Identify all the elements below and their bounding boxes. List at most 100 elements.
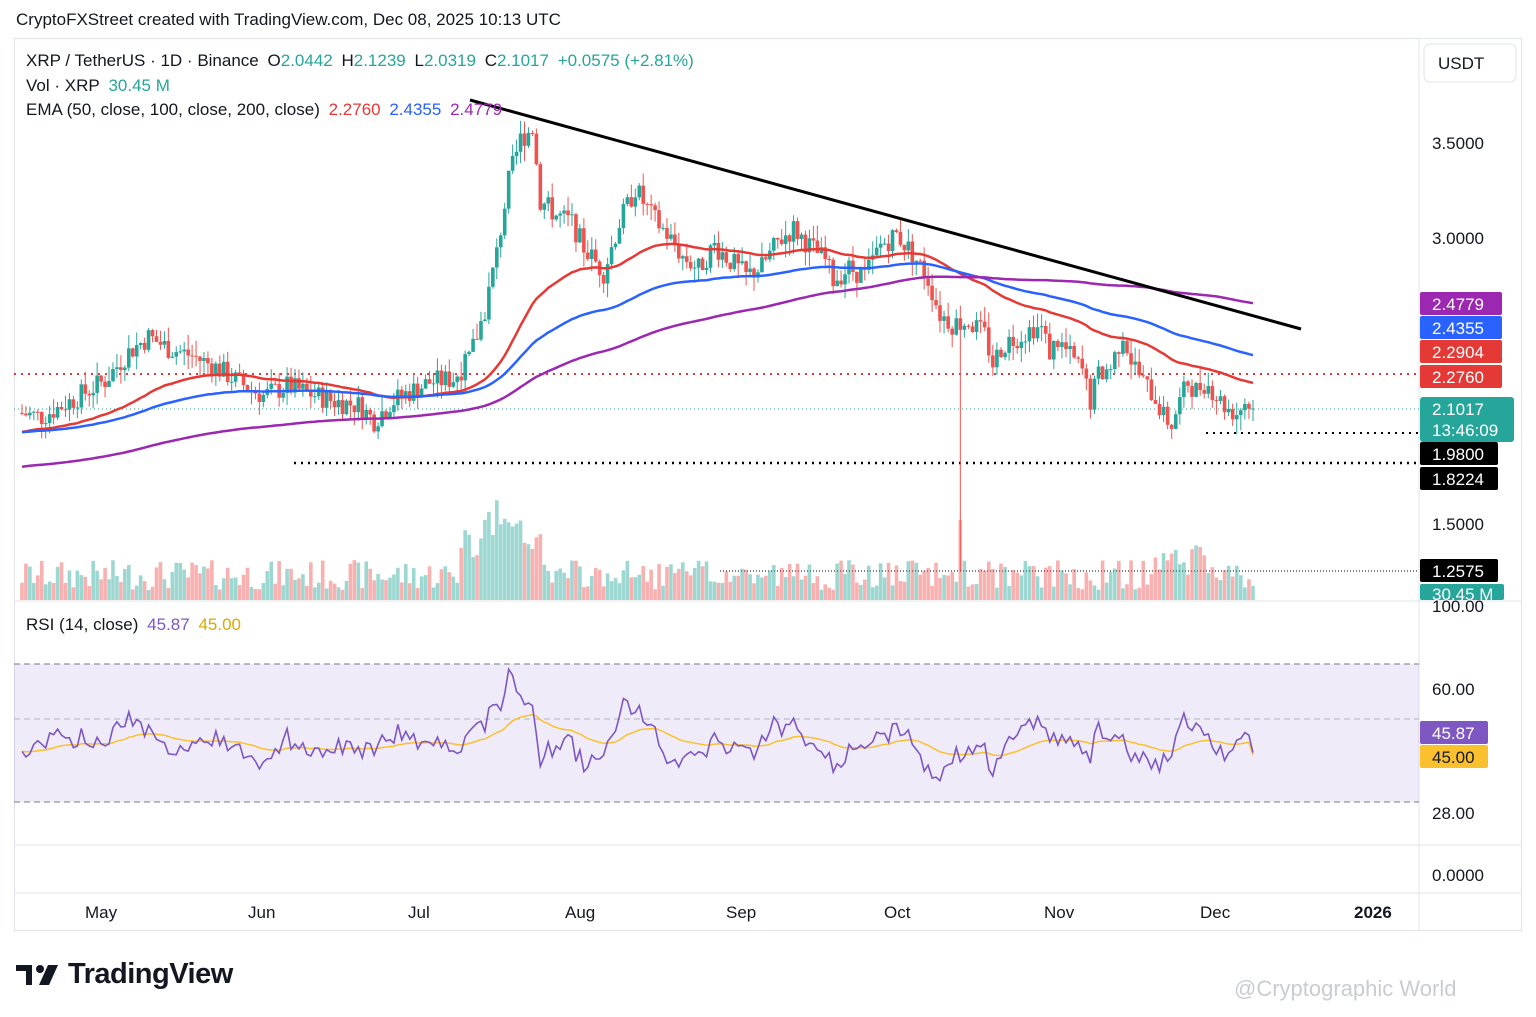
volume-bar (1202, 555, 1207, 600)
svg-text:45.00: 45.00 (1432, 748, 1475, 767)
volume-bar (562, 572, 566, 600)
candle-body (629, 197, 634, 207)
volume-bar (1003, 566, 1007, 600)
candle-body (605, 264, 610, 284)
volume-bar (423, 575, 428, 600)
candle-body (487, 286, 491, 320)
candle-body (1234, 415, 1239, 420)
candle-body (982, 321, 987, 328)
volume-bar (613, 578, 618, 600)
candle-body (210, 363, 214, 376)
volume-bar (229, 578, 234, 600)
candle-body (653, 205, 657, 211)
volume-bar (174, 562, 179, 600)
volume-bar (1047, 566, 1052, 600)
volume-bar (882, 577, 887, 600)
volume-bar (35, 575, 40, 600)
candles (20, 120, 1255, 571)
candle-body (522, 133, 527, 146)
volume-bars (20, 500, 1255, 600)
volume-bar (831, 589, 835, 600)
open-value: 2.0442 (280, 51, 333, 70)
volume-bar (855, 582, 859, 600)
candle-body (1092, 378, 1097, 410)
volume-bar (289, 568, 293, 600)
candle-body (1157, 403, 1162, 416)
candle-body (273, 383, 278, 385)
low-label: L (414, 51, 424, 70)
volume-bar (138, 575, 143, 600)
volume-bar (866, 565, 871, 600)
ema-legend[interactable]: EMA (50, close, 100, close, 200, close) … (26, 100, 506, 120)
volume-bar (510, 526, 515, 600)
candle-body (43, 423, 48, 425)
rsi-legend[interactable]: RSI (14, close) 45.87 45.00 (26, 615, 245, 635)
chart-header: CryptoFXStreet created with TradingView.… (16, 10, 561, 29)
candle-body (364, 409, 369, 420)
currency-box[interactable] (1423, 43, 1517, 83)
volume-bar (79, 575, 84, 600)
volume-bar (724, 571, 729, 600)
volume-bar (799, 579, 804, 600)
candle-body (764, 257, 768, 260)
volume-bar (380, 579, 384, 600)
candle-body (760, 257, 764, 273)
volume-bar (249, 586, 254, 600)
volume-bar (431, 587, 436, 600)
volume-legend[interactable]: Vol · XRP 30.45 M (26, 76, 174, 96)
candle-body (526, 132, 531, 146)
candle-body (51, 414, 56, 418)
volume-bar (83, 576, 88, 600)
candle-body (787, 235, 792, 242)
svg-text:13:46:09: 13:46:09 (1432, 421, 1498, 440)
candle-body (930, 285, 934, 301)
candle-body (1178, 397, 1182, 415)
candle-body (459, 376, 463, 381)
candle-body (1015, 345, 1020, 349)
candle-body (1011, 336, 1015, 346)
candle-body (502, 208, 507, 236)
volume-bar (24, 563, 28, 600)
candle-body (1243, 403, 1247, 411)
candle-body (843, 274, 847, 285)
candle-body (752, 268, 756, 278)
volume-bar (384, 580, 388, 600)
candle-body (1206, 386, 1211, 394)
candle-body (138, 343, 143, 346)
volume-bar (775, 585, 780, 600)
tradingview-logo[interactable]: TradingView (16, 958, 233, 991)
candle-body (1035, 327, 1040, 339)
volume-bar (1104, 582, 1109, 600)
svg-text:2.4355: 2.4355 (1432, 319, 1484, 338)
candle-body (886, 243, 891, 252)
candle-body (229, 381, 234, 383)
close-value: 2.1017 (496, 51, 549, 70)
chart-panel[interactable] (14, 38, 1522, 931)
volume-bar (1157, 569, 1162, 600)
volume-bar (950, 572, 954, 600)
volume-bar (348, 563, 353, 600)
candle-body (107, 381, 111, 387)
volume-bar (629, 577, 634, 600)
symbol-legend[interactable]: XRP / TetherUS · 1D · Binance O2.0442 H2… (26, 51, 698, 71)
volume-bar (71, 587, 76, 600)
volume-bar (791, 576, 796, 600)
volume-bar (538, 534, 543, 600)
volume-bar (522, 542, 527, 600)
price-label: 2.4779 (1420, 292, 1502, 315)
volume-bar (1056, 560, 1060, 600)
candle-body (344, 400, 349, 415)
svg-text:2.2760: 2.2760 (1432, 368, 1484, 387)
candle-body (403, 391, 408, 397)
candle-body (55, 406, 60, 418)
rsi-tick: 28.00 (1432, 804, 1475, 823)
candle-body (922, 260, 926, 279)
candle-body (1182, 381, 1186, 398)
candle-body (67, 399, 72, 410)
volume-bar (392, 574, 396, 600)
volume-bar (182, 569, 186, 600)
candle-body (495, 247, 499, 268)
volume-bar (47, 581, 52, 600)
candle-body (613, 243, 618, 248)
